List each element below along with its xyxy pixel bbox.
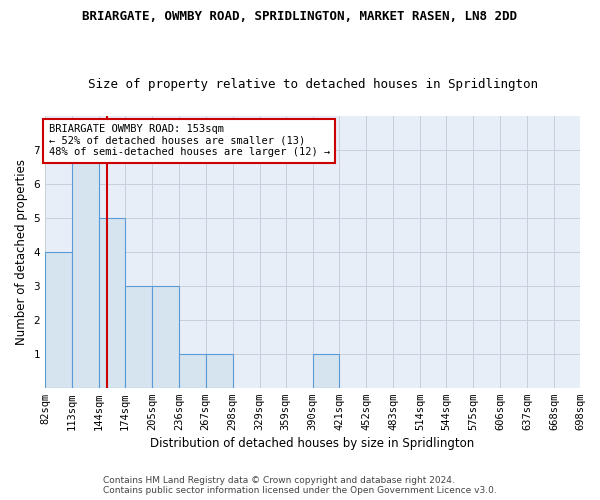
Y-axis label: Number of detached properties: Number of detached properties <box>15 158 28 344</box>
Bar <box>152 286 179 388</box>
Bar <box>313 354 340 388</box>
Text: BRIARGATE OWMBY ROAD: 153sqm
← 52% of detached houses are smaller (13)
48% of se: BRIARGATE OWMBY ROAD: 153sqm ← 52% of de… <box>49 124 330 158</box>
Text: BRIARGATE, OWMBY ROAD, SPRIDLINGTON, MARKET RASEN, LN8 2DD: BRIARGATE, OWMBY ROAD, SPRIDLINGTON, MAR… <box>83 10 517 23</box>
Bar <box>45 252 72 388</box>
Bar <box>99 218 125 388</box>
Bar <box>72 150 99 388</box>
Text: Contains HM Land Registry data © Crown copyright and database right 2024.
Contai: Contains HM Land Registry data © Crown c… <box>103 476 497 495</box>
Bar <box>125 286 152 388</box>
Bar <box>179 354 206 388</box>
Bar <box>206 354 233 388</box>
X-axis label: Distribution of detached houses by size in Spridlington: Distribution of detached houses by size … <box>151 437 475 450</box>
Title: Size of property relative to detached houses in Spridlington: Size of property relative to detached ho… <box>88 78 538 91</box>
